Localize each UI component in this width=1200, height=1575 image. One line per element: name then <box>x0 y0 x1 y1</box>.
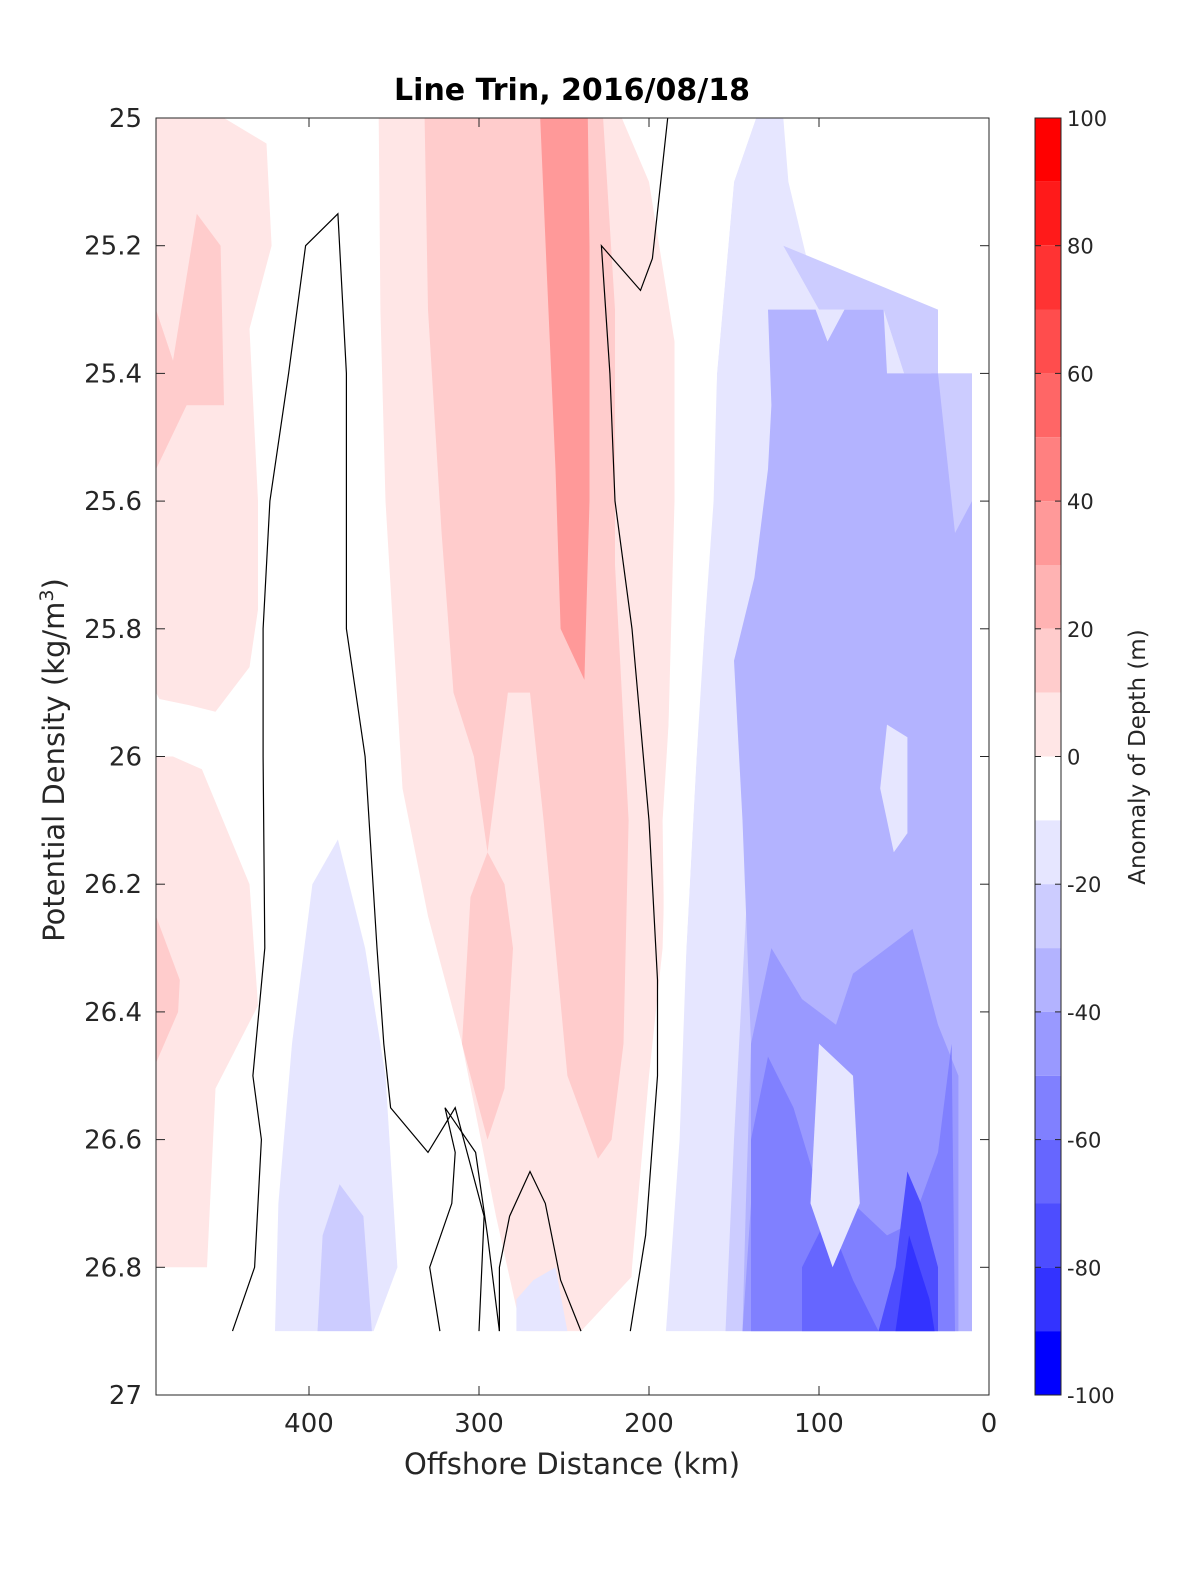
y-tick-label: 25.2 <box>84 232 142 262</box>
y-axis-label: Potential Density (kg/m3) <box>36 578 71 942</box>
y-tick-label: 26.8 <box>84 1253 142 1283</box>
colorbar-tick-label: -20 <box>1067 873 1101 897</box>
colorbar-swatch <box>1035 948 1061 1012</box>
y-tick-label: 26.2 <box>84 870 142 900</box>
contour-region-positive-anomaly-west-lower <box>156 756 258 1268</box>
contour-region-positive-anomaly-core <box>540 118 590 680</box>
colorbar-swatch <box>1035 692 1061 757</box>
colorbar-swatch <box>1035 628 1061 693</box>
colorbar-swatch <box>1035 565 1061 629</box>
colorbar-tick-label: -100 <box>1067 1384 1115 1408</box>
colorbar-swatch <box>1035 245 1061 310</box>
colorbar-tick-label: 60 <box>1067 362 1094 386</box>
colorbar-tick-label: -40 <box>1067 1001 1101 1025</box>
colorbar-swatch <box>1035 501 1061 565</box>
colorbar-swatch <box>1035 118 1061 182</box>
contour-region-negative-anomaly-east-strong <box>802 1216 879 1332</box>
y-tick-label: 25 <box>109 104 142 134</box>
colorbar-tick-label: 100 <box>1067 107 1107 131</box>
colorbar-tick-label: 80 <box>1067 235 1094 259</box>
contour-region-positive-anomaly-west <box>156 118 272 712</box>
contour-fill-layer <box>156 118 972 1332</box>
y-tick-label: 25.6 <box>84 487 142 517</box>
colorbar-swatch <box>1035 1331 1061 1395</box>
colorbar-swatch <box>1035 1075 1061 1140</box>
colorbar-swatch <box>1035 884 1061 949</box>
y-axis-label-main: Potential Density (kg/m <box>37 602 71 942</box>
y-tick-label: 25.8 <box>84 615 142 645</box>
colorbar-swatch <box>1035 1139 1061 1204</box>
y-tick-label: 25.4 <box>84 359 142 389</box>
x-tick-label: 0 <box>981 1409 998 1439</box>
contour-region-zero-anomaly-band-east-top <box>628 118 757 1332</box>
contour-region-negative-anomaly-west-deep <box>275 839 398 1332</box>
zero-contour-line-1 <box>231 212 485 1332</box>
colorbar-swatch <box>1035 373 1061 438</box>
contour-line-layer <box>231 118 669 1332</box>
colorbar-swatch <box>1035 1267 1061 1332</box>
colorbar-swatch <box>1035 820 1061 885</box>
zero-contour-line-4 <box>600 118 669 1332</box>
contour-region-negative-anomaly-light-patch-1 <box>810 1043 860 1268</box>
contour-region-negative-anomaly-central-deep <box>516 1267 568 1332</box>
x-tick-label: 100 <box>794 1409 844 1439</box>
colorbar-tick-label: 40 <box>1067 490 1094 514</box>
y-tick-label: 27 <box>109 1381 142 1411</box>
colorbar-tick-label: 20 <box>1067 618 1094 642</box>
contour-region-negative-anomaly-west-deep-core <box>317 1184 372 1332</box>
colorbar-tick-label: -60 <box>1067 1129 1101 1153</box>
y-tick-label: 26 <box>109 743 142 773</box>
x-axis-label: Offshore Distance (km) <box>404 1447 740 1481</box>
colorbar-swatch <box>1035 437 1061 502</box>
chart-title: Line Trin, 2016/08/18 <box>394 73 750 108</box>
x-tick-label: 300 <box>454 1409 504 1439</box>
colorbar-swatch <box>1035 756 1061 821</box>
y-tick-label: 26.4 <box>84 998 142 1028</box>
x-axis: 400 300 200 100 0 <box>284 118 997 1439</box>
contour-region-positive-anomaly-west-deep-core <box>156 916 180 1063</box>
colorbar-swatch <box>1035 181 1061 246</box>
colorbar-tick-label: 0 <box>1067 746 1080 770</box>
contour-region-positive-anomaly-west-core <box>156 213 224 470</box>
y-axis-label-sup: 3 <box>36 589 58 601</box>
zero-contour-line-3 <box>498 1170 582 1332</box>
zero-contour-line-2 <box>429 1107 500 1332</box>
x-tick-label: 400 <box>284 1409 334 1439</box>
colorbar: 100 80 60 40 20 0 -20 -40 -60 -80 -100 <box>1034 107 1115 1408</box>
y-axis-label-close: ) <box>37 578 71 589</box>
colorbar-label: Anomaly of Depth (m) <box>1125 629 1151 884</box>
colorbar-swatch <box>1035 309 1061 374</box>
colorbar-tick-label: -80 <box>1067 1256 1101 1280</box>
y-tick-label: 26.6 <box>84 1126 142 1156</box>
x-tick-label: 200 <box>624 1409 674 1439</box>
contour-region-positive-anomaly-central-mid-lower <box>462 852 513 1140</box>
colorbar-swatch <box>1035 1203 1061 1268</box>
colorbar-swatch <box>1035 1011 1061 1076</box>
contour-region-negative-anomaly-nearshore-deepest <box>895 1235 935 1332</box>
contour-region-negative-anomaly-light-patch-2 <box>880 724 908 853</box>
y-axis: 25 25.2 25.4 25.6 25.8 26 26.2 26.4 26.6 26.8 27 <box>84 104 989 1411</box>
